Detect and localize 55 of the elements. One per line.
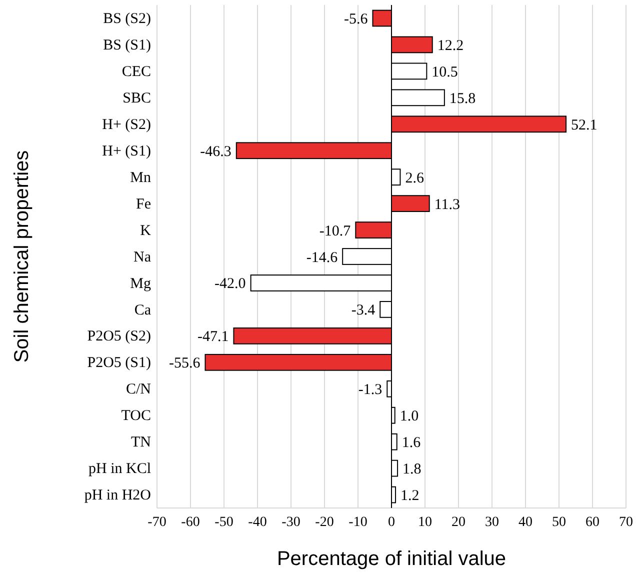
x-tick-label: 50: [552, 514, 566, 530]
data-label: 10.5: [432, 64, 458, 80]
y-tick-label: C/N: [126, 382, 152, 398]
y-tick-label: Na: [134, 249, 152, 266]
data-label: 11.3: [434, 196, 460, 213]
x-tick-label: 40: [518, 514, 532, 530]
data-label: 12.2: [437, 38, 464, 54]
y-tick-label: Ca: [134, 302, 152, 318]
y-tick-label: pH in KCl: [88, 461, 151, 478]
y-tick-label: Mg: [130, 276, 152, 292]
x-tick-label: 10: [418, 514, 432, 530]
x-tick-label: 70: [619, 514, 633, 530]
y-tick-label: H+ (S1): [102, 143, 152, 160]
data-label: -47.1: [197, 329, 229, 346]
data-label: -10.7: [319, 223, 352, 240]
x-tick-label: -40: [248, 514, 267, 530]
y-tick-label: CEC: [122, 64, 151, 80]
x-tick-label: 0: [388, 514, 395, 530]
x-tick-label: -20: [315, 514, 334, 530]
y-tick-label: Fe: [136, 196, 152, 212]
x-tick-label: -50: [214, 514, 234, 530]
data-label: 1.8: [402, 462, 422, 478]
data-label: -5.6: [344, 11, 368, 28]
x-tick-label: -30: [282, 514, 300, 530]
y-tick-label: BS (S1): [103, 38, 151, 54]
x-tick-label: -70: [148, 514, 166, 530]
data-label: 1.6: [402, 435, 422, 452]
x-tick-label: -60: [181, 514, 200, 530]
y-tick-label: TOC: [121, 408, 151, 424]
x-tick-label: 20: [452, 514, 466, 530]
y-tick-label: SBC: [122, 90, 151, 106]
data-label: -3.4: [351, 302, 376, 319]
y-tick-label: Mn: [130, 170, 152, 186]
y-tick-label: BS (S2): [103, 11, 151, 28]
data-label: 15.8: [449, 90, 476, 107]
x-tick-label: 60: [586, 514, 600, 530]
data-label: -42.0: [214, 276, 246, 292]
y-tick-label: P2O5 (S1): [87, 355, 151, 372]
data-label: -14.6: [306, 250, 338, 266]
y-tick-label: K: [140, 222, 152, 239]
x-tick-label: 30: [485, 514, 499, 530]
y-tick-label: TN: [131, 434, 152, 451]
x-axis-title: Percentage of initial value: [276, 548, 506, 570]
data-label: 2.6: [405, 170, 424, 186]
y-tick-label: pH in H2O: [84, 488, 152, 504]
data-label: -46.3: [200, 144, 232, 160]
y-tick-label: P2O5 (S2): [87, 328, 151, 345]
data-label: 1.2: [400, 488, 420, 504]
data-label: 1.0: [400, 408, 419, 425]
x-tick-label: -10: [348, 514, 368, 530]
data-label: -55.6: [168, 356, 201, 372]
data-label: 52.1: [571, 117, 598, 134]
y-tick-label: H+ (S2): [102, 116, 152, 133]
y-axis-title: Soil chemical properties: [11, 150, 33, 363]
data-label: -1.3: [358, 382, 382, 398]
